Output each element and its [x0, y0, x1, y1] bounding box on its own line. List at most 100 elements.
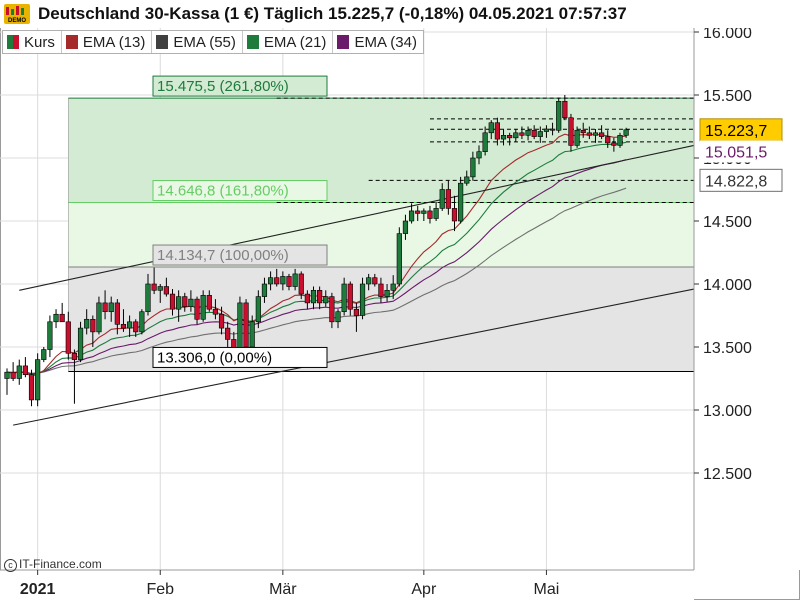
candle — [255, 290, 261, 329]
candle-body — [317, 289, 323, 304]
candle-body — [163, 286, 169, 295]
candle — [464, 170, 470, 186]
legend-item-ema55[interactable]: EMA (55) — [152, 31, 243, 53]
candle-body — [451, 208, 458, 222]
candle-body — [415, 210, 421, 214]
x-tick-label: Mär — [269, 581, 297, 598]
candle-body — [200, 295, 206, 320]
candle — [366, 273, 372, 291]
candle — [611, 137, 617, 152]
candle-body — [102, 302, 108, 313]
ema21-line — [6, 141, 627, 376]
demo-badge-text: DEMO — [8, 18, 26, 24]
candle-body — [347, 283, 353, 310]
legend-item-ema21[interactable]: EMA (21) — [243, 31, 334, 53]
candle-body — [218, 313, 225, 329]
candle-body — [396, 233, 402, 285]
candle-body — [188, 298, 194, 307]
candle — [458, 176, 464, 224]
candle — [267, 271, 274, 291]
candle-body — [16, 365, 22, 379]
candle-body — [127, 321, 133, 329]
ema13-line — [6, 133, 627, 378]
copyright-notice: c IT-Finance.com — [4, 557, 102, 572]
legend-label: EMA (21) — [263, 33, 327, 51]
candle — [4, 368, 10, 395]
candle-body — [151, 283, 157, 291]
candle-body — [323, 296, 329, 304]
candle-body — [341, 283, 347, 313]
candle-body — [304, 293, 310, 304]
candle — [372, 273, 378, 287]
candle — [421, 208, 427, 221]
candle — [188, 290, 194, 312]
x-tick-label: Mai — [534, 581, 560, 598]
candle-body — [35, 359, 41, 401]
fib-label-box — [152, 180, 328, 202]
candle — [206, 290, 212, 312]
candle — [243, 299, 249, 354]
y-tick-label: 13.000 — [703, 403, 752, 420]
candle-body — [611, 142, 617, 146]
candle-swatch-icon — [7, 35, 19, 49]
candle-body — [421, 210, 427, 214]
candle-body — [194, 298, 200, 320]
candle — [59, 302, 65, 323]
candle-body — [169, 293, 176, 310]
candle-body — [445, 189, 451, 209]
legend-item-ema13[interactable]: EMA (13) — [62, 31, 153, 53]
candle — [35, 353, 41, 407]
candle-body — [543, 128, 550, 132]
candle — [427, 205, 433, 224]
candle — [77, 321, 84, 363]
candle — [310, 286, 317, 310]
candle — [562, 95, 568, 121]
candle-body — [476, 151, 482, 159]
candle — [292, 268, 298, 291]
candle-body — [433, 208, 439, 219]
candle — [415, 205, 421, 221]
candle-body — [568, 117, 574, 146]
candle — [16, 359, 22, 385]
candle-body — [408, 210, 415, 222]
candle-body — [531, 129, 537, 137]
candle — [592, 129, 599, 143]
legend-item-ema34[interactable]: EMA (34) — [333, 31, 423, 53]
x-axis-panel — [0, 570, 694, 600]
candle — [439, 183, 445, 211]
candle — [145, 273, 151, 316]
candle — [157, 284, 163, 303]
candle — [445, 180, 451, 215]
candle-body — [84, 318, 90, 329]
fib-label: 14.646,8 (161,80%) — [157, 183, 289, 200]
ema55-line — [6, 187, 627, 374]
candle-body — [261, 283, 268, 297]
candle-body — [335, 311, 341, 323]
candle-body — [378, 283, 384, 297]
candle — [200, 290, 206, 322]
candle-body — [372, 277, 378, 285]
candle-body — [353, 308, 360, 316]
candle-body — [28, 374, 35, 401]
candle — [108, 296, 114, 322]
candle-body — [243, 302, 249, 348]
candle-body — [494, 122, 501, 140]
trendline — [13, 288, 695, 426]
candle — [194, 296, 200, 325]
candle — [151, 267, 157, 295]
candle — [543, 125, 550, 138]
candle — [335, 309, 341, 329]
candle — [169, 289, 176, 316]
candle-body — [599, 132, 605, 137]
candle — [470, 151, 476, 181]
candle — [494, 117, 501, 146]
candle-body — [22, 365, 28, 376]
candle-body — [464, 176, 470, 184]
candle — [329, 292, 335, 329]
legend-item-kurs[interactable]: Kurs — [3, 31, 62, 53]
candle-body — [549, 128, 556, 131]
x-tick-label: Feb — [146, 581, 174, 598]
candle-body — [267, 277, 274, 285]
